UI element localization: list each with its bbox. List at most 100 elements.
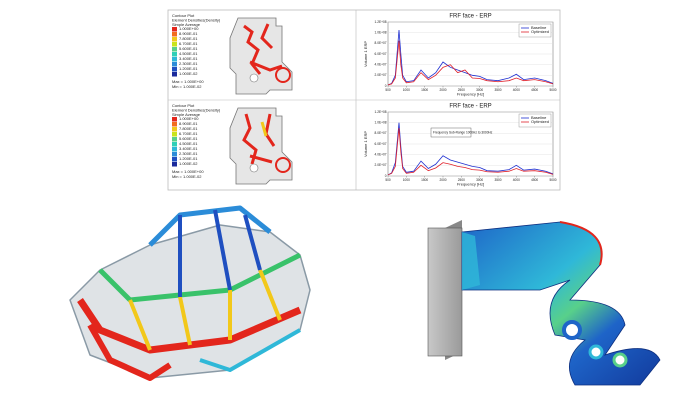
y-axis-label: Volume 1 ERP bbox=[363, 41, 368, 67]
legend-level: 4.500E-01 bbox=[179, 141, 198, 146]
legend-swatch bbox=[172, 27, 177, 32]
legend-swatch bbox=[172, 137, 177, 142]
y-tick-label: 8.0E+07 bbox=[375, 41, 387, 45]
legend-level: 8.900E-01 bbox=[179, 31, 198, 36]
legend-swatch bbox=[172, 152, 177, 157]
x-tick-label: 4500 bbox=[531, 178, 538, 182]
legend-level: 6.700E-01 bbox=[179, 131, 198, 136]
legend-level: 1.000E+00 bbox=[179, 26, 199, 31]
annotation: Frequency Sub-Range 1000Hz to 3000Hz bbox=[433, 130, 493, 134]
legend-level: 5.600E-01 bbox=[179, 136, 198, 141]
legend-level: 1.000E-02 bbox=[179, 71, 198, 76]
y-tick-label: 1.0E+08 bbox=[375, 121, 387, 125]
contour-subtitle: Element Densities(Density) bbox=[172, 108, 221, 113]
legend-swatch bbox=[172, 142, 177, 147]
legend-swatch bbox=[172, 62, 177, 67]
legend-swatch bbox=[172, 122, 177, 127]
y-tick-label: 1.2E+08 bbox=[375, 20, 387, 24]
x-tick-label: 4000 bbox=[513, 88, 520, 92]
legend-level: 7.800E-01 bbox=[179, 126, 198, 131]
contour-min: Min = 1.000E-02 bbox=[172, 174, 202, 179]
legend-swatch bbox=[172, 52, 177, 57]
x-tick-label: 5000 bbox=[549, 88, 556, 92]
legend-swatch bbox=[172, 67, 177, 72]
engine-block bbox=[229, 17, 293, 95]
legend-swatch bbox=[172, 162, 177, 167]
legend-box bbox=[518, 23, 552, 38]
legend-label: Baseline bbox=[531, 115, 547, 120]
y-tick-label: 6.0E+07 bbox=[375, 142, 387, 146]
legend-label: Baseline bbox=[531, 25, 547, 30]
y-tick-label: 0 bbox=[385, 84, 387, 88]
x-tick-label: 3000 bbox=[476, 178, 483, 182]
x-axis-label: Frequency [Hz] bbox=[457, 92, 484, 97]
series-line bbox=[387, 122, 554, 176]
y-tick-label: 6.0E+07 bbox=[375, 52, 387, 56]
y-tick-label: 2.0E+07 bbox=[375, 163, 387, 167]
series-line bbox=[387, 40, 554, 86]
series-line bbox=[387, 127, 554, 176]
legend-level: 5.600E-01 bbox=[179, 46, 198, 51]
x-tick-label: 3500 bbox=[494, 178, 501, 182]
y-tick-label: 1.2E+08 bbox=[375, 110, 387, 114]
annotation-box bbox=[430, 127, 472, 138]
x-tick-label: 3500 bbox=[494, 88, 501, 92]
x-tick-label: 500 bbox=[385, 88, 391, 92]
chart-title: FRF face - ERP bbox=[449, 104, 491, 110]
contour-max: Max = 1.000E+00 bbox=[172, 169, 204, 174]
legend-swatch bbox=[172, 132, 177, 137]
y-tick-label: 4.0E+07 bbox=[375, 63, 387, 67]
legend-swatch bbox=[172, 72, 177, 77]
y-tick-label: 0 bbox=[385, 174, 387, 178]
legend-level: 2.300E-01 bbox=[179, 61, 198, 66]
y-tick-label: 8.0E+07 bbox=[375, 131, 387, 135]
legend-level: 7.800E-01 bbox=[179, 36, 198, 41]
x-tick-label: 500 bbox=[385, 178, 391, 182]
x-tick-label: 2000 bbox=[439, 178, 446, 182]
chart-title: FRF face - ERP bbox=[449, 14, 491, 20]
engine-block bbox=[229, 107, 293, 185]
legend-swatch bbox=[172, 117, 177, 122]
legend-level: 1.200E-01 bbox=[179, 156, 198, 161]
legend-swatch bbox=[172, 42, 177, 47]
contour-max: Max = 1.000E+00 bbox=[172, 79, 204, 84]
x-tick-label: 2000 bbox=[439, 88, 446, 92]
legend-level: 4.500E-01 bbox=[179, 51, 198, 56]
legend-level: 1.200E-01 bbox=[179, 66, 198, 71]
x-tick-label: 1500 bbox=[421, 88, 428, 92]
contour-method: Simple Average bbox=[172, 112, 201, 117]
legend-level: 6.700E-01 bbox=[179, 41, 198, 46]
series-line bbox=[387, 29, 554, 86]
x-tick-label: 1500 bbox=[421, 178, 428, 182]
legend-swatch bbox=[172, 47, 177, 52]
legend-level: 3.400E-01 bbox=[179, 56, 198, 61]
contour-min: Min = 1.000E-02 bbox=[172, 84, 202, 89]
legend-level: 8.900E-01 bbox=[179, 121, 198, 126]
x-tick-label: 2500 bbox=[458, 88, 465, 92]
x-tick-label: 3000 bbox=[476, 88, 483, 92]
y-axis-label: Volume 1 ERP bbox=[363, 131, 368, 157]
legend-swatch bbox=[172, 157, 177, 162]
contour-method: Simple Average bbox=[172, 22, 201, 27]
y-tick-label: 1.0E+08 bbox=[375, 31, 387, 35]
x-axis-label: Frequency [Hz] bbox=[457, 182, 484, 187]
car-body bbox=[69, 205, 311, 381]
legend-swatch bbox=[172, 57, 177, 62]
x-tick-label: 1000 bbox=[403, 88, 410, 92]
contour-title: Contour Plot bbox=[172, 13, 195, 18]
legend-swatch bbox=[172, 127, 177, 132]
y-tick-label: 4.0E+07 bbox=[375, 153, 387, 157]
legend-level: 2.300E-01 bbox=[179, 151, 198, 156]
x-tick-label: 4500 bbox=[531, 88, 538, 92]
contour-title: Contour Plot bbox=[172, 103, 195, 108]
legend-swatch bbox=[172, 32, 177, 37]
x-tick-label: 2500 bbox=[458, 178, 465, 182]
legend-box bbox=[518, 113, 552, 128]
contour-subtitle: Element Densities(Density) bbox=[172, 18, 221, 23]
legend-label: Optimized bbox=[531, 29, 549, 34]
x-tick-label: 5000 bbox=[549, 178, 556, 182]
fea-model bbox=[427, 220, 661, 386]
legend-swatch bbox=[172, 147, 177, 152]
legend-level: 3.400E-01 bbox=[179, 146, 198, 151]
